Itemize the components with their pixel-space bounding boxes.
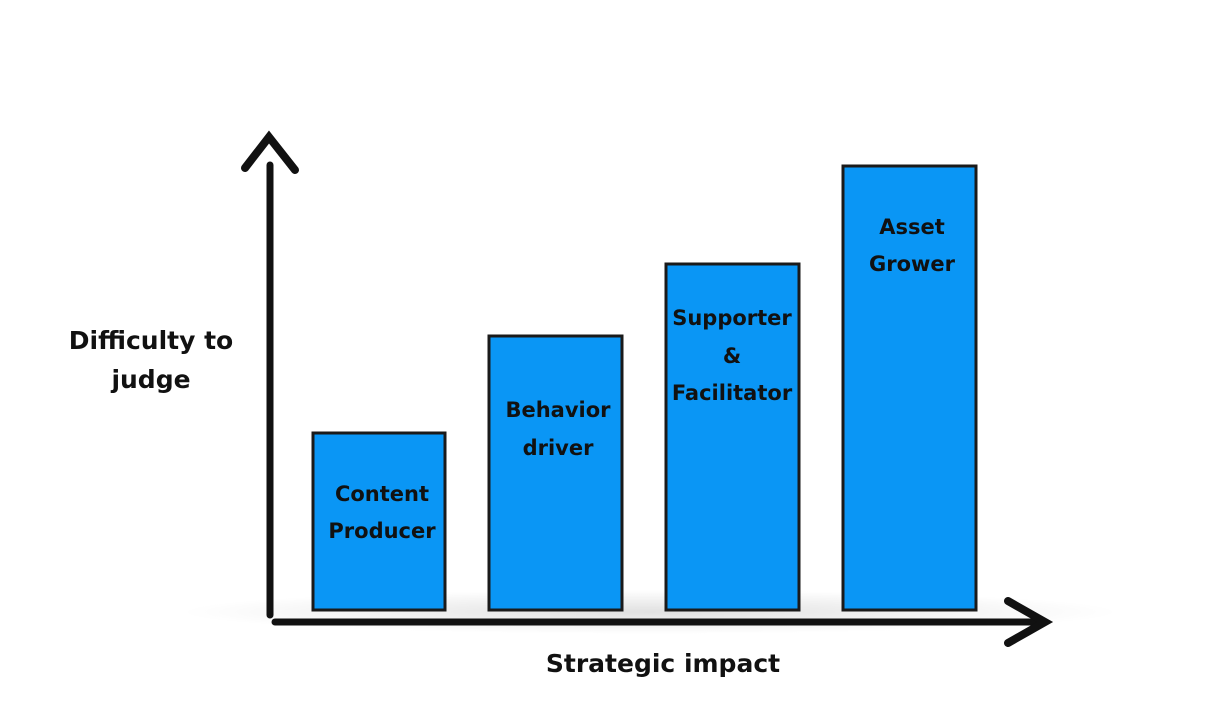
bar — [487, 334, 624, 612]
y-axis-label: judge — [110, 365, 190, 394]
bar-label: Asset — [879, 215, 945, 239]
bar-label: Facilitator — [672, 381, 793, 405]
bar — [841, 164, 978, 612]
bar-label: Behavior — [505, 398, 611, 422]
bar-label: Content — [335, 482, 429, 506]
x-axis-arrow — [1004, 597, 1054, 647]
bar — [311, 431, 447, 612]
bar-label: Supporter — [672, 306, 792, 330]
bar-label: Producer — [328, 519, 436, 543]
y-axis-label: Difficulty to — [69, 326, 233, 355]
bar-label: driver — [523, 436, 595, 460]
y-axis-arrow — [241, 130, 299, 174]
bar-label: & — [723, 344, 741, 368]
bar — [664, 262, 801, 612]
x-axis-label: Strategic impact — [546, 649, 780, 678]
bar-label: Grower — [869, 252, 956, 276]
